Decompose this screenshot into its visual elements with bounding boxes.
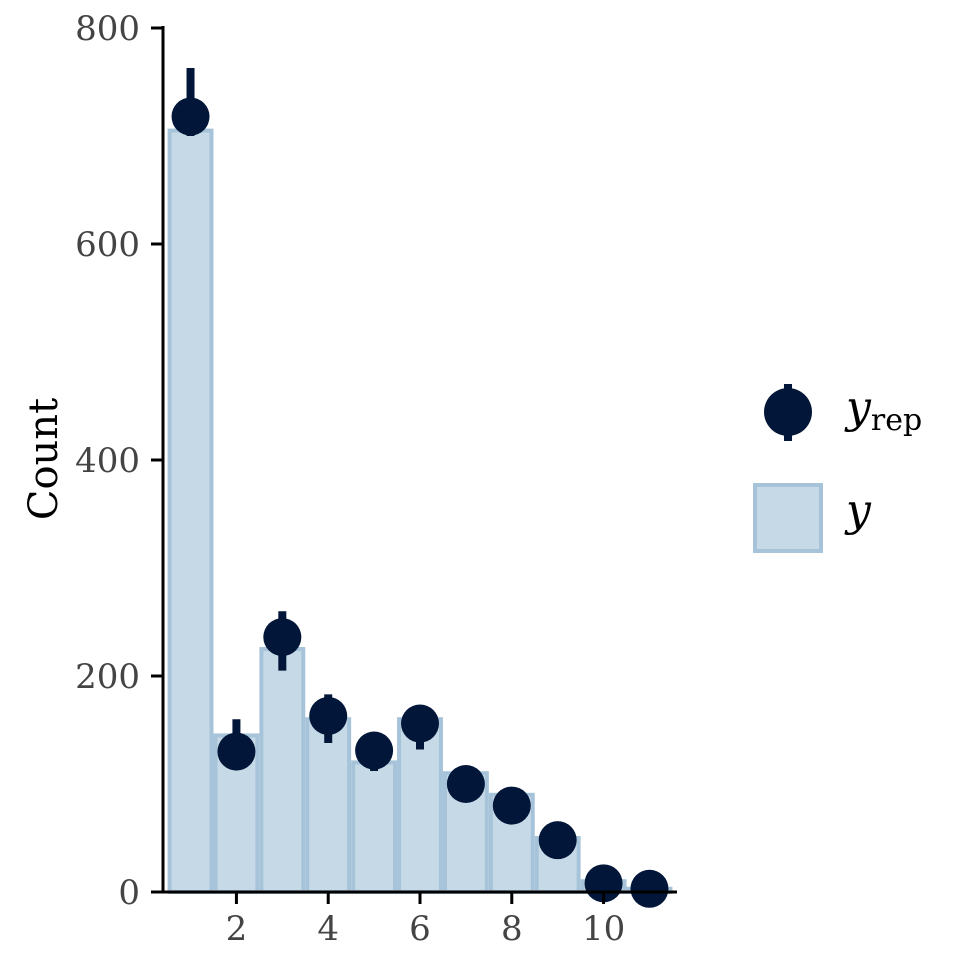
- yrep-point-11: [630, 869, 669, 908]
- yrep-point-3: [263, 618, 302, 657]
- y-axis-ticks: 0 200 400 600 800: [75, 9, 163, 913]
- x-tick-label-2: 2: [226, 909, 248, 949]
- x-tick-label-4: 4: [317, 909, 339, 949]
- legend-yrep-point: [764, 388, 812, 436]
- legend: yrep y: [753, 382, 922, 553]
- yrep-point-7: [446, 765, 485, 803]
- yrep-point-1: [171, 97, 210, 136]
- bar-1: [167, 128, 214, 895]
- yrep-point-4: [309, 696, 348, 735]
- y-tick-label-0: 0: [118, 873, 140, 913]
- legend-yrep-label: yrep: [844, 382, 922, 438]
- yrep-point-5: [355, 731, 394, 770]
- x-axis-ticks: 2 4 6 8 10: [226, 892, 625, 949]
- x-tick-label-10: 10: [582, 909, 625, 949]
- yrep-point-2: [217, 732, 256, 771]
- y-tick-label-400: 400: [75, 441, 140, 481]
- yrep-points: [171, 97, 669, 908]
- yrep-point-9: [538, 821, 577, 860]
- legend-y-swatch: [753, 483, 823, 553]
- legend-y-label: y: [844, 485, 872, 536]
- observed-bars: [167, 128, 673, 895]
- x-tick-label-6: 6: [409, 909, 431, 949]
- yrep-point-8: [492, 786, 531, 825]
- legend-item-y: y: [753, 483, 872, 553]
- bar-4: [305, 717, 352, 895]
- y-tick-label-600: 600: [75, 225, 140, 265]
- y-tick-label-800: 800: [75, 9, 140, 49]
- y-axis-title: Count: [21, 398, 67, 520]
- legend-item-yrep: yrep: [764, 382, 922, 441]
- x-tick-label-8: 8: [501, 909, 523, 949]
- y-tick-label-200: 200: [75, 657, 140, 697]
- bar-3: [259, 647, 306, 894]
- yrep-point-6: [401, 704, 439, 743]
- bar-5: [351, 760, 398, 895]
